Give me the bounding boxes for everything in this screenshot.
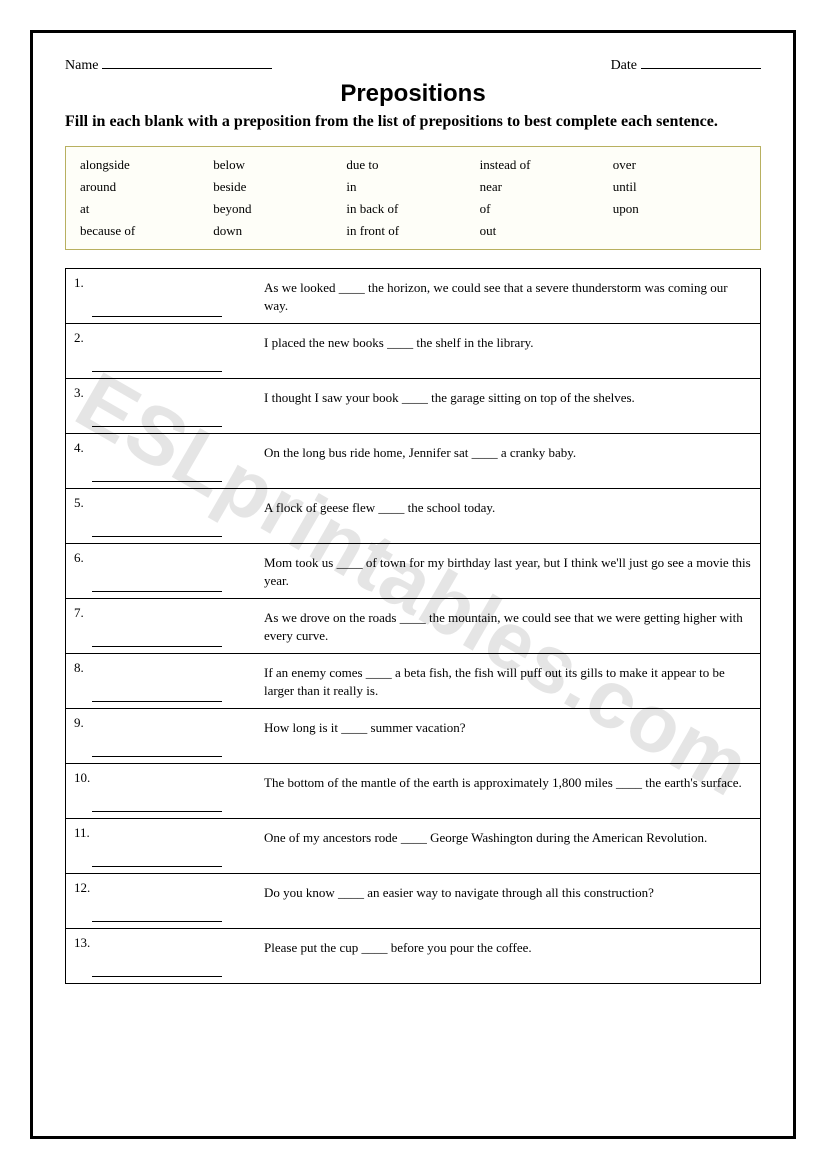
- name-label: Name: [65, 58, 98, 74]
- question-left: 11.: [74, 825, 264, 867]
- question-number: 1.: [74, 275, 254, 291]
- question-row: 3. I thought I saw your book ____ the ga…: [66, 379, 760, 434]
- question-number: 2.: [74, 330, 254, 346]
- question-number: 7.: [74, 605, 254, 621]
- word-bank-cell: until: [613, 179, 746, 195]
- question-left: 3.: [74, 385, 264, 427]
- question-text: If an enemy comes ____ a beta fish, the …: [264, 660, 752, 702]
- question-text: How long is it ____ summer vacation?: [264, 715, 752, 757]
- name-field: Name: [65, 55, 272, 74]
- word-bank-cell: [613, 223, 746, 239]
- question-text: A flock of geese flew ____ the school to…: [264, 495, 752, 537]
- word-bank-cell: alongside: [80, 157, 213, 173]
- question-number: 3.: [74, 385, 254, 401]
- question-row: 1. As we looked ____ the horizon, we cou…: [66, 269, 760, 324]
- word-bank-cell: around: [80, 179, 213, 195]
- question-number: 11.: [74, 825, 254, 841]
- word-bank-cell: over: [613, 157, 746, 173]
- header-row: Name Date: [65, 55, 761, 74]
- answer-line[interactable]: [92, 963, 222, 977]
- word-bank: alongside below due to instead of over a…: [65, 146, 761, 250]
- question-left: 9.: [74, 715, 264, 757]
- question-number: 12.: [74, 880, 254, 896]
- worksheet-frame: Name Date Prepositions Fill in each blan…: [30, 30, 796, 1139]
- word-bank-cell: at: [80, 201, 213, 217]
- question-row: 2. I placed the new books ____ the shelf…: [66, 324, 760, 379]
- question-row: 5. A flock of geese flew ____ the school…: [66, 489, 760, 544]
- question-left: 6.: [74, 550, 264, 592]
- question-text: I thought I saw your book ____ the garag…: [264, 385, 752, 427]
- question-text: One of my ancestors rode ____ George Was…: [264, 825, 752, 867]
- questions-table: 1. As we looked ____ the horizon, we cou…: [65, 268, 761, 984]
- question-left: 8.: [74, 660, 264, 702]
- date-input-line[interactable]: [641, 55, 761, 69]
- question-row: 12. Do you know ____ an easier way to na…: [66, 874, 760, 929]
- question-text: Do you know ____ an easier way to naviga…: [264, 880, 752, 922]
- word-bank-cell: instead of: [480, 157, 613, 173]
- question-left: 4.: [74, 440, 264, 482]
- question-left: 7.: [74, 605, 264, 647]
- question-left: 13.: [74, 935, 264, 977]
- answer-line[interactable]: [92, 358, 222, 372]
- question-number: 10.: [74, 770, 254, 786]
- question-left: 12.: [74, 880, 264, 922]
- date-label: Date: [611, 58, 637, 74]
- word-bank-cell: in back of: [346, 201, 479, 217]
- question-number: 13.: [74, 935, 254, 951]
- question-row: 4. On the long bus ride home, Jennifer s…: [66, 434, 760, 489]
- question-row: 6. Mom took us ____ of town for my birth…: [66, 544, 760, 599]
- instructions-text: Fill in each blank with a preposition fr…: [65, 112, 761, 132]
- answer-line[interactable]: [92, 523, 222, 537]
- answer-line[interactable]: [92, 743, 222, 757]
- question-text: As we looked ____ the horizon, we could …: [264, 275, 752, 317]
- question-row: 7. As we drove on the roads ____ the mou…: [66, 599, 760, 654]
- answer-line[interactable]: [92, 578, 222, 592]
- question-row: 11. One of my ancestors rode ____ George…: [66, 819, 760, 874]
- question-left: 10.: [74, 770, 264, 812]
- answer-line[interactable]: [92, 798, 222, 812]
- word-bank-cell: due to: [346, 157, 479, 173]
- question-number: 4.: [74, 440, 254, 456]
- answer-line[interactable]: [92, 908, 222, 922]
- worksheet-title: Prepositions: [65, 80, 761, 108]
- word-bank-cell: beside: [213, 179, 346, 195]
- question-number: 6.: [74, 550, 254, 566]
- word-bank-cell: near: [480, 179, 613, 195]
- word-bank-cell: in front of: [346, 223, 479, 239]
- question-row: 9. How long is it ____ summer vacation?: [66, 709, 760, 764]
- answer-line[interactable]: [92, 303, 222, 317]
- answer-line[interactable]: [92, 853, 222, 867]
- question-text: The bottom of the mantle of the earth is…: [264, 770, 752, 812]
- answer-line[interactable]: [92, 413, 222, 427]
- word-bank-cell: in: [346, 179, 479, 195]
- word-bank-cell: because of: [80, 223, 213, 239]
- question-left: 5.: [74, 495, 264, 537]
- question-number: 5.: [74, 495, 254, 511]
- word-bank-cell: beyond: [213, 201, 346, 217]
- answer-line[interactable]: [92, 468, 222, 482]
- question-row: 13. Please put the cup ____ before you p…: [66, 929, 760, 983]
- question-number: 9.: [74, 715, 254, 731]
- name-input-line[interactable]: [102, 55, 272, 69]
- answer-line[interactable]: [92, 688, 222, 702]
- question-left: 1.: [74, 275, 264, 317]
- question-text: I placed the new books ____ the shelf in…: [264, 330, 752, 372]
- question-text: Mom took us ____ of town for my birthday…: [264, 550, 752, 592]
- word-bank-cell: down: [213, 223, 346, 239]
- question-row: 8. If an enemy comes ____ a beta fish, t…: [66, 654, 760, 709]
- word-bank-cell: of: [480, 201, 613, 217]
- answer-line[interactable]: [92, 633, 222, 647]
- question-text: As we drove on the roads ____ the mounta…: [264, 605, 752, 647]
- question-text: On the long bus ride home, Jennifer sat …: [264, 440, 752, 482]
- word-bank-grid: alongside below due to instead of over a…: [80, 157, 746, 239]
- question-text: Please put the cup ____ before you pour …: [264, 935, 752, 977]
- word-bank-cell: below: [213, 157, 346, 173]
- question-row: 10. The bottom of the mantle of the eart…: [66, 764, 760, 819]
- question-left: 2.: [74, 330, 264, 372]
- question-number: 8.: [74, 660, 254, 676]
- word-bank-cell: upon: [613, 201, 746, 217]
- word-bank-cell: out: [480, 223, 613, 239]
- date-field: Date: [611, 55, 761, 74]
